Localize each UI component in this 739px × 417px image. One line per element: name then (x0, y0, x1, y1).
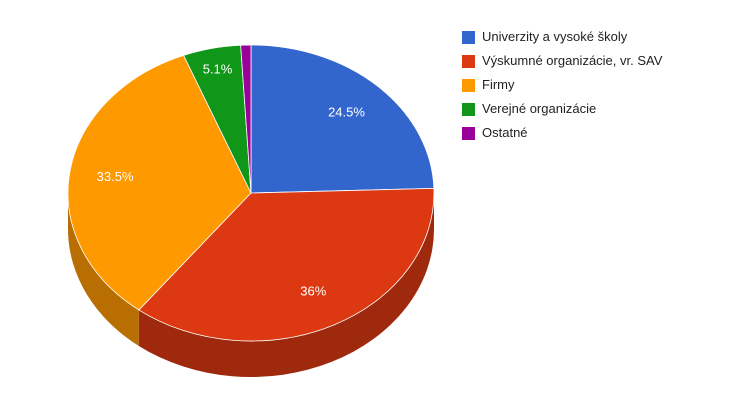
pie-slice (240, 44, 252, 194)
legend-item: Firmy (462, 77, 672, 93)
legend-label: Firmy (482, 77, 515, 92)
pie-slice-side (138, 193, 434, 377)
pie-slice (250, 44, 435, 194)
legend-item: Výskumné organizácie, vr. SAV (462, 53, 672, 69)
legend: Univerzity a vysoké školy Výskumné organi… (462, 29, 672, 149)
legend-item: Ostatné (462, 125, 672, 141)
legend-swatch (462, 31, 475, 44)
pie-slice (67, 54, 252, 311)
legend-swatch (462, 55, 475, 68)
legend-swatch (462, 103, 475, 116)
pie-slice (138, 187, 435, 342)
legend-swatch (462, 127, 475, 140)
legend-label: Výskumné organizácie, vr. SAV (482, 53, 663, 68)
legend-label: Univerzity a vysoké školy (482, 29, 628, 44)
legend-swatch (462, 79, 475, 92)
legend-label: Ostatné (482, 125, 528, 140)
data-label: 36% (300, 283, 326, 298)
data-label: 24.5% (328, 105, 365, 120)
legend-item: Univerzity a vysoké školy (462, 29, 672, 45)
data-label: 5.1% (203, 62, 233, 77)
legend-item: Verejné organizácie (462, 101, 672, 117)
pie-slice-side (68, 193, 139, 346)
legend-label: Verejné organizácie (482, 101, 597, 116)
data-label: 33.5% (97, 169, 134, 184)
